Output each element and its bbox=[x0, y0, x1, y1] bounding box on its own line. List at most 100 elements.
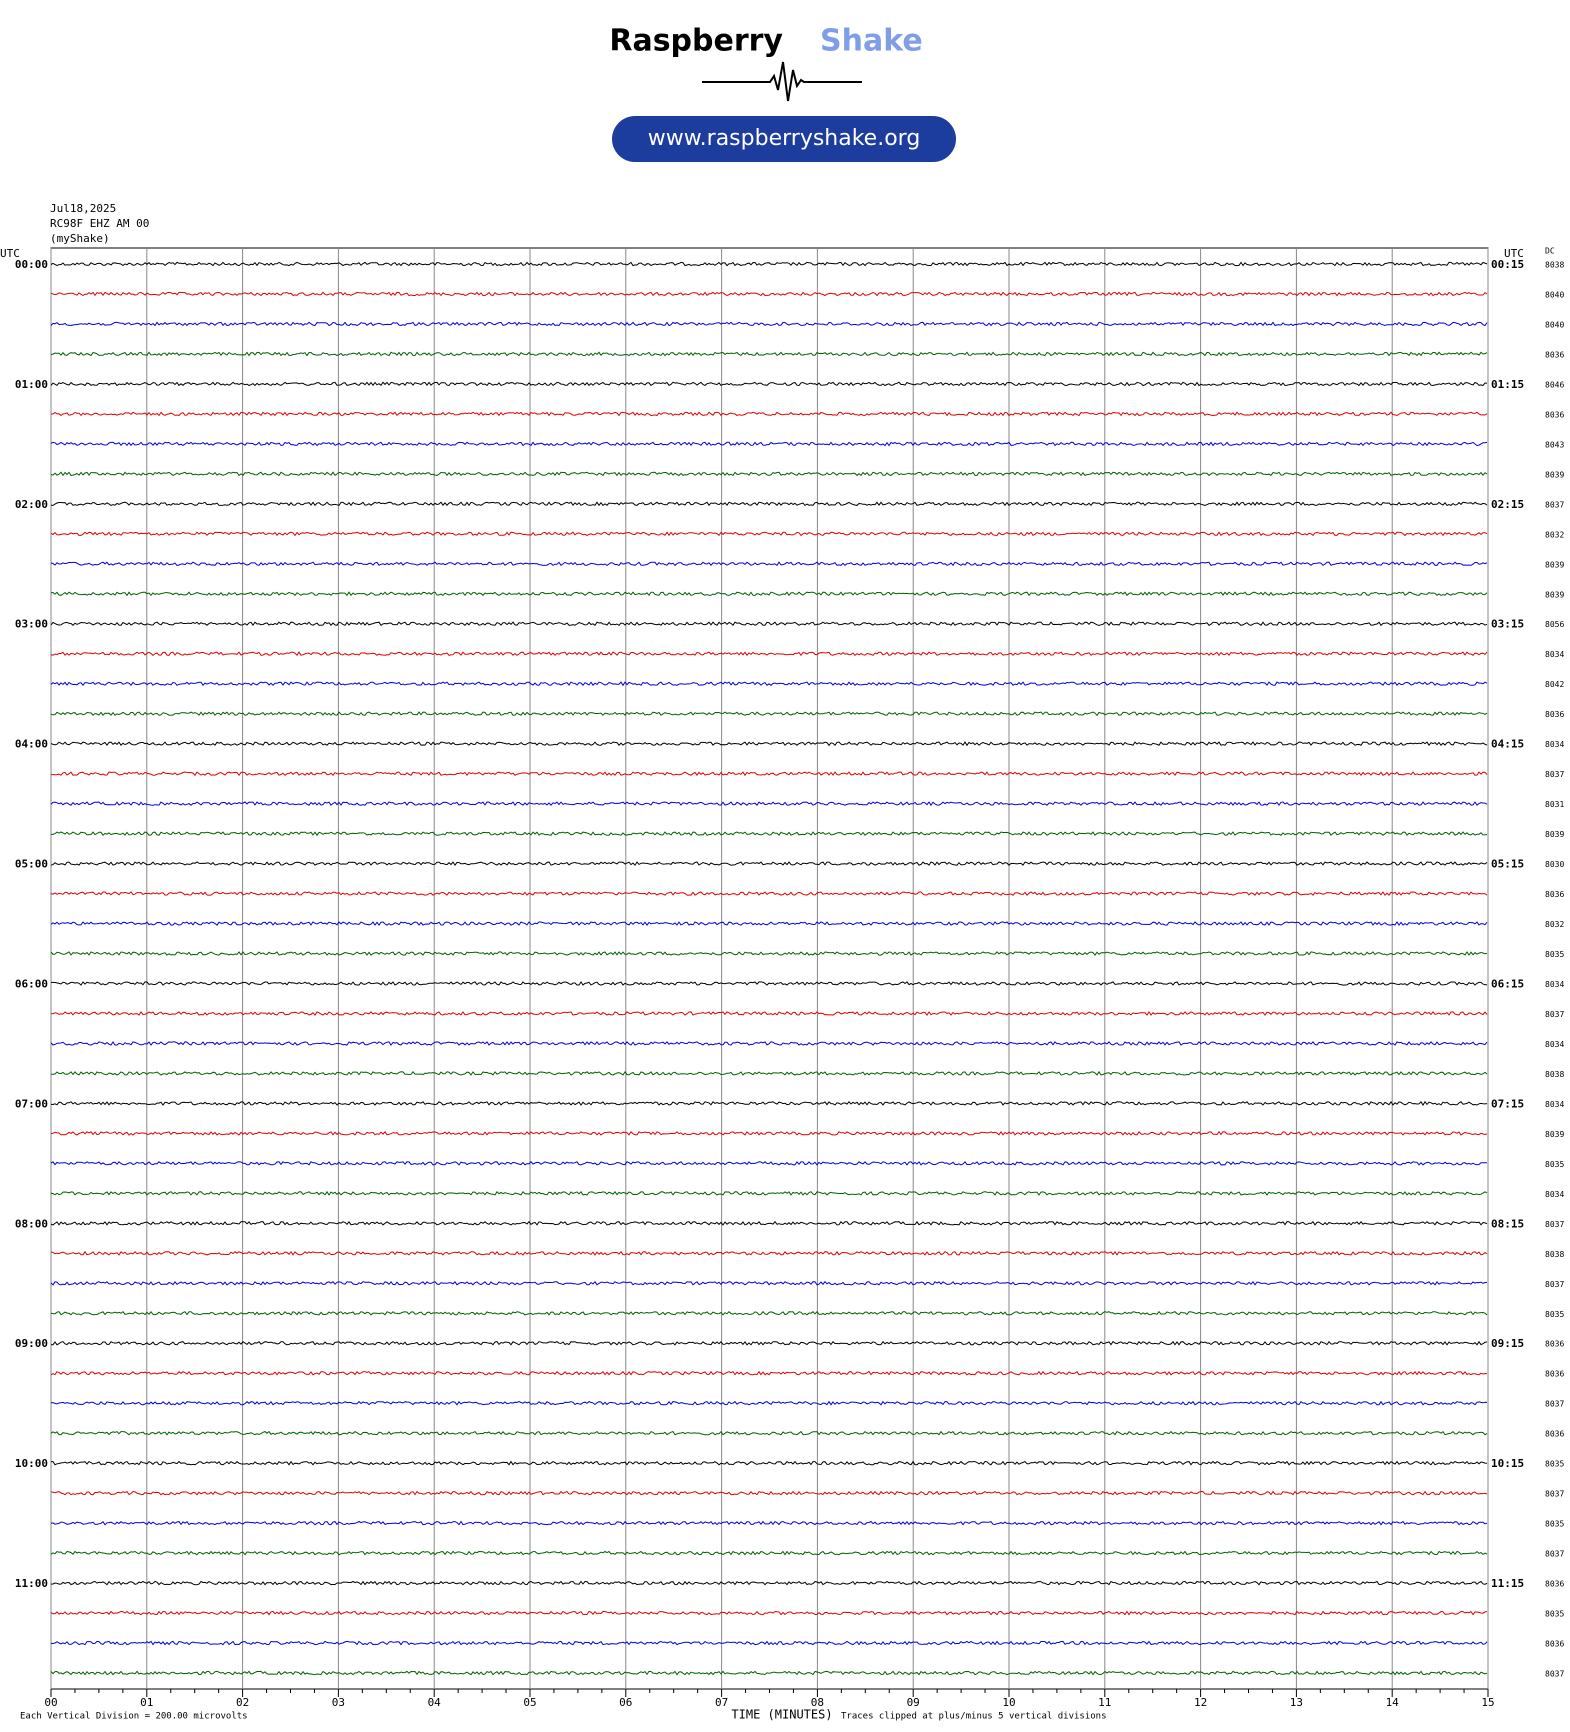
right-hour-label: 03:15 bbox=[1491, 618, 1524, 631]
seismic-trace bbox=[50, 351, 1488, 357]
seismic-trace bbox=[50, 861, 1488, 866]
seismic-trace bbox=[50, 1520, 1488, 1526]
seismic-trace bbox=[50, 711, 1488, 717]
url[interactable]: www.raspberryshake.org bbox=[648, 126, 921, 151]
dc-value: 8031 bbox=[1545, 800, 1564, 809]
right-hour-label: 05:15 bbox=[1491, 858, 1524, 871]
dc-value: 8036 bbox=[1545, 1340, 1564, 1349]
dc-value: 8036 bbox=[1545, 890, 1564, 899]
x-tick-label: 07 bbox=[715, 1696, 728, 1709]
left-hour-label: 11:00 bbox=[15, 1577, 48, 1590]
dc-value: 8034 bbox=[1545, 740, 1564, 749]
dc-label: DC bbox=[1545, 247, 1555, 256]
dc-value: 8040 bbox=[1545, 320, 1564, 329]
x-tick-label: 08 bbox=[811, 1696, 824, 1709]
dc-value: 8032 bbox=[1545, 920, 1564, 929]
dc-value: 8039 bbox=[1545, 590, 1564, 599]
dc-value: 8036 bbox=[1545, 1430, 1564, 1439]
dc-value: 8040 bbox=[1545, 290, 1564, 299]
right-hour-label: 08:15 bbox=[1491, 1217, 1524, 1230]
seismic-trace bbox=[50, 1370, 1488, 1376]
dc-value: 8035 bbox=[1545, 1520, 1564, 1529]
x-tick-label: 10 bbox=[1002, 1696, 1015, 1709]
seismic-trace bbox=[50, 321, 1488, 327]
seismic-trace bbox=[50, 891, 1488, 896]
dc-value: 8037 bbox=[1545, 1490, 1564, 1499]
dc-value: 8037 bbox=[1545, 500, 1564, 509]
seismic-trace bbox=[50, 1010, 1488, 1016]
seismic-trace bbox=[50, 801, 1488, 807]
seismic-trace bbox=[51, 981, 1488, 986]
dc-value: 8039 bbox=[1545, 560, 1564, 569]
dc-value: 8035 bbox=[1545, 1610, 1564, 1619]
seismic-trace bbox=[51, 411, 1488, 417]
dc-value: 8032 bbox=[1545, 530, 1564, 539]
seismic-trace bbox=[50, 561, 1488, 567]
left-hour-label: 07:00 bbox=[15, 1097, 48, 1110]
x-tick-label: 02 bbox=[236, 1696, 249, 1709]
dc-value: 8037 bbox=[1545, 1010, 1564, 1019]
x-tick-label: 00 bbox=[44, 1696, 57, 1709]
seismic-trace bbox=[50, 441, 1488, 447]
dc-value: 8037 bbox=[1545, 1670, 1564, 1679]
seismic-trace bbox=[50, 501, 1488, 507]
dc-value: 8043 bbox=[1545, 440, 1564, 449]
dc-value: 8035 bbox=[1545, 1160, 1564, 1169]
dc-value: 8039 bbox=[1545, 830, 1564, 839]
dc-value: 8039 bbox=[1545, 470, 1564, 479]
right-hour-label: 07:15 bbox=[1491, 1097, 1524, 1110]
x-tick-label: 04 bbox=[428, 1696, 442, 1709]
seismic-trace bbox=[50, 1340, 1488, 1346]
x-tick-label: 09 bbox=[907, 1696, 920, 1709]
dc-value: 8056 bbox=[1545, 620, 1564, 629]
seismic-trace bbox=[50, 1070, 1488, 1076]
seismic-trace bbox=[50, 1130, 1488, 1136]
left-hour-label: 10:00 bbox=[15, 1457, 48, 1470]
scale-note: Each Vertical Division = 200.00 microvol… bbox=[20, 1712, 248, 1722]
dc-value: 8036 bbox=[1545, 350, 1564, 359]
dc-value: 8038 bbox=[1545, 1070, 1564, 1079]
left-hour-label: 02:00 bbox=[15, 498, 48, 511]
x-tick-label: 01 bbox=[140, 1696, 153, 1709]
left-utc: UTC bbox=[0, 247, 20, 260]
seismic-trace bbox=[50, 741, 1488, 747]
seismic-trace bbox=[50, 1670, 1488, 1676]
seismic-trace bbox=[50, 1190, 1488, 1196]
dc-value: 8035 bbox=[1545, 950, 1564, 959]
dc-value: 8030 bbox=[1545, 860, 1564, 869]
seismic-trace bbox=[50, 291, 1488, 297]
dc-value: 8039 bbox=[1545, 1130, 1564, 1139]
seismic-trace bbox=[50, 381, 1488, 387]
seismic-trace bbox=[50, 1220, 1488, 1226]
dc-value: 8046 bbox=[1545, 380, 1564, 389]
dc-value: 8035 bbox=[1545, 1460, 1564, 1469]
right-hour-label: 01:15 bbox=[1491, 378, 1524, 391]
station-channel: RC98F EHZ AM 00 bbox=[50, 217, 149, 230]
seismic-trace bbox=[50, 1400, 1488, 1406]
right-hour-label: 02:15 bbox=[1491, 498, 1524, 511]
left-hour-label: 04:00 bbox=[15, 738, 48, 751]
left-hour-label: 01:00 bbox=[15, 378, 48, 391]
x-tick-label: 12 bbox=[1194, 1696, 1207, 1709]
dc-value: 8034 bbox=[1545, 650, 1564, 659]
left-hour-label: 05:00 bbox=[15, 858, 48, 871]
seismic-trace bbox=[50, 471, 1488, 477]
dc-value: 8036 bbox=[1545, 1640, 1564, 1649]
dc-value: 8034 bbox=[1545, 980, 1564, 989]
seismic-trace bbox=[50, 951, 1488, 956]
dc-value: 8035 bbox=[1545, 1310, 1564, 1319]
seismic-trace bbox=[50, 1280, 1488, 1286]
url-pill[interactable] bbox=[612, 116, 956, 162]
seismic-trace bbox=[50, 1100, 1488, 1106]
x-tick-label: 03 bbox=[332, 1696, 345, 1709]
left-hour-label: 06:00 bbox=[15, 977, 48, 990]
right-hour-label: 09:15 bbox=[1491, 1337, 1524, 1350]
seismic-trace bbox=[51, 831, 1488, 837]
clip-note: Traces clipped at plus/minus 5 vertical … bbox=[841, 1712, 1107, 1722]
seismic-trace bbox=[50, 1490, 1488, 1496]
x-axis-label: TIME (MINUTES) bbox=[731, 1708, 832, 1722]
dc-value: 8036 bbox=[1545, 710, 1564, 719]
seismic-trace bbox=[50, 1580, 1488, 1586]
dc-value: 8037 bbox=[1545, 1550, 1564, 1559]
dc-value: 8036 bbox=[1545, 1580, 1564, 1589]
